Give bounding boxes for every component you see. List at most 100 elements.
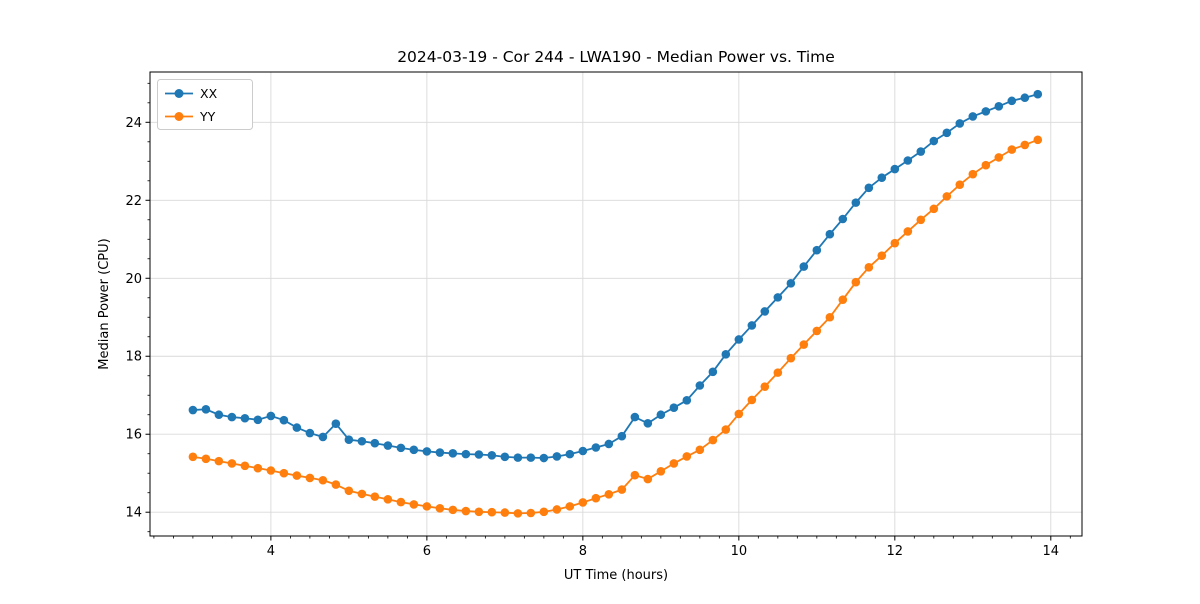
data-point-xx	[422, 447, 432, 456]
data-point-xx	[695, 381, 705, 390]
legend: XX YY	[157, 79, 253, 130]
data-point-xx	[630, 412, 640, 422]
data-point-xx	[864, 183, 874, 193]
data-point-xx	[1007, 96, 1017, 106]
data-point-xx	[357, 436, 367, 446]
data-point-yy	[942, 192, 952, 201]
data-point-yy	[890, 238, 900, 248]
data-point-yy	[734, 409, 744, 419]
legend-marker-yy	[174, 112, 184, 121]
data-point-yy	[799, 340, 809, 349]
tick-labels: 4 6 8 10 12 14 14 16 18 20 22 24	[125, 116, 1059, 559]
data-point-yy	[214, 456, 224, 466]
data-point-yy	[370, 492, 380, 501]
data-point-yy	[604, 489, 614, 499]
data-point-yy	[240, 461, 250, 471]
data-point-xx	[825, 229, 835, 239]
data-point-yy	[630, 470, 640, 480]
data-point-yy	[851, 277, 861, 287]
data-point-xx	[604, 439, 614, 449]
data-point-yy	[292, 471, 302, 480]
data-point-xx	[435, 448, 445, 457]
gridlines	[150, 72, 1082, 536]
data-point-yy	[682, 452, 692, 461]
data-point-xx	[617, 431, 627, 441]
data-point-xx	[968, 112, 978, 121]
plot-area	[150, 72, 1082, 536]
legend-label-yy: YY	[199, 109, 216, 124]
data-point-xx	[201, 404, 211, 414]
data-point-xx	[994, 102, 1004, 111]
data-point-yy	[591, 493, 601, 503]
data-point-yy	[916, 215, 926, 225]
data-point-yy	[201, 454, 211, 464]
y-tick-label: 16	[125, 428, 142, 443]
data-point-xx	[565, 449, 575, 459]
legend-entry-xx: XX	[165, 86, 218, 101]
x-tick-label: 12	[887, 544, 904, 559]
data-point-xx	[669, 403, 679, 413]
y-tick-label: 20	[125, 272, 142, 287]
data-point-xx	[877, 173, 887, 182]
data-point-xx	[851, 198, 861, 207]
data-point-yy	[864, 263, 874, 272]
data-point-xx	[318, 432, 328, 442]
data-point-xx	[266, 411, 276, 421]
data-point-xx	[552, 452, 562, 461]
data-point-yy	[435, 504, 445, 513]
data-point-yy	[279, 468, 289, 478]
data-point-xx	[279, 415, 289, 425]
data-point-yy	[1007, 145, 1017, 154]
data-point-yy	[669, 459, 679, 468]
data-point-yy	[578, 498, 588, 507]
y-tick-label: 18	[125, 350, 142, 365]
data-point-yy	[656, 466, 666, 476]
data-point-xx	[487, 450, 497, 460]
data-point-xx	[370, 438, 380, 448]
data-point-yy	[513, 509, 523, 518]
data-point-yy	[227, 459, 237, 468]
data-point-yy	[1033, 135, 1043, 145]
data-point-xx	[721, 349, 731, 359]
data-point-yy	[968, 169, 978, 179]
data-point-yy	[643, 474, 653, 484]
data-point-xx	[838, 214, 848, 224]
data-point-xx	[1033, 89, 1043, 99]
data-point-xx	[760, 307, 770, 316]
data-point-xx	[890, 164, 900, 174]
data-point-yy	[552, 505, 562, 514]
data-point-xx	[578, 446, 588, 456]
y-axis-label: Median Power (CPU)	[97, 238, 112, 369]
data-point-xx	[292, 423, 302, 432]
data-point-yy	[487, 507, 497, 517]
data-point-yy	[786, 353, 796, 363]
chart-title: 2024-03-19 - Cor 244 - LWA190 - Median P…	[397, 48, 835, 66]
series-layer	[188, 89, 1043, 518]
data-point-xx	[513, 453, 523, 462]
data-point-yy	[318, 475, 328, 485]
data-point-yy	[266, 466, 276, 475]
data-point-yy	[760, 382, 770, 391]
data-point-yy	[981, 160, 991, 170]
data-point-yy	[409, 500, 419, 509]
data-point-xx	[474, 450, 484, 459]
data-point-yy	[526, 508, 536, 518]
data-point-xx	[344, 435, 354, 444]
data-point-yy	[1020, 140, 1030, 150]
data-point-xx	[643, 419, 653, 428]
data-point-xx	[500, 452, 510, 462]
data-point-yy	[500, 508, 510, 517]
data-point-yy	[695, 445, 705, 455]
data-point-xx	[734, 335, 744, 344]
data-point-xx	[539, 453, 549, 463]
data-point-xx	[955, 119, 965, 128]
x-tick-label: 4	[267, 544, 275, 559]
data-point-xx	[929, 136, 939, 146]
data-point-yy	[747, 395, 757, 405]
data-point-xx	[682, 396, 692, 405]
data-point-xx	[786, 279, 796, 288]
data-point-yy	[474, 507, 484, 517]
data-point-xx	[448, 449, 458, 458]
data-point-yy	[188, 452, 198, 462]
